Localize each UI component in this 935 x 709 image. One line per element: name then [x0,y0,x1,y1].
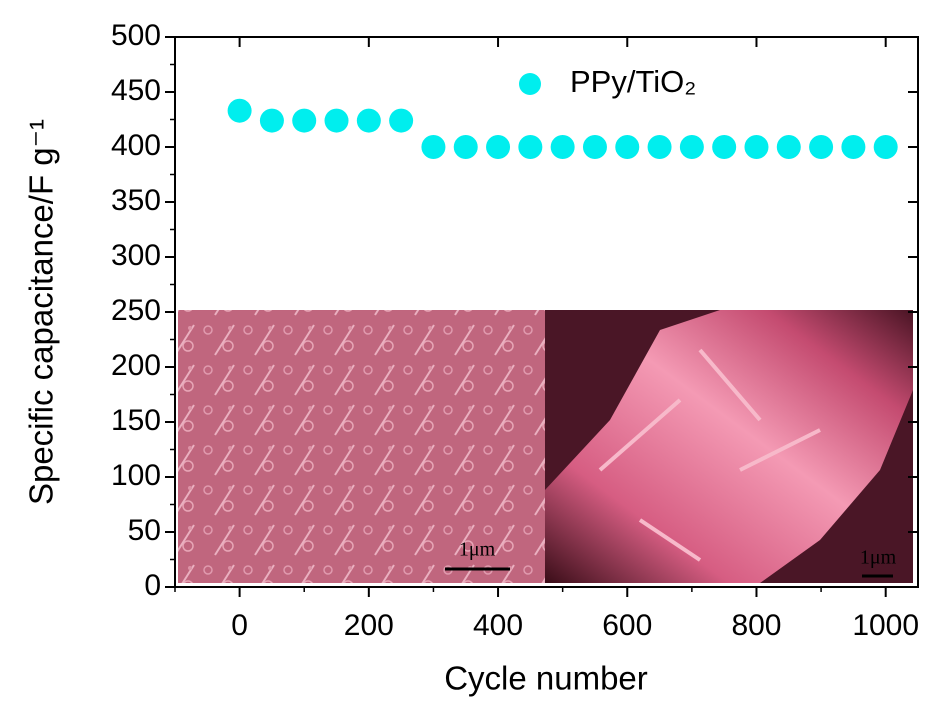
legend-label: PPy/TiO₂ [570,64,696,99]
data-point [841,135,865,159]
data-point [518,135,542,159]
data-point [777,135,801,159]
x-tick-label: 400 [473,609,523,642]
chart: 1μm 1μm Specific capacitance/F g⁻¹ Cycle… [0,0,935,704]
data-point [712,135,736,159]
x-tick-label: 0 [231,609,248,642]
y-tick-label: 500 [111,19,161,52]
data-point [389,109,413,133]
data-point [454,135,478,159]
data-point [648,135,672,159]
y-tick-label: 150 [111,404,161,437]
data-point [421,135,445,159]
data-point [260,109,284,133]
data-point [680,135,704,159]
data-point [486,135,510,159]
data-point [744,135,768,159]
y-tick-label: 200 [111,349,161,382]
data-point [357,109,381,133]
data-point [228,99,252,123]
y-tick-label: 0 [144,569,161,602]
y-tick-label: 450 [111,74,161,107]
y-axis-label: Specific capacitance/F g⁻¹ [23,119,60,505]
data-point [292,109,316,133]
y-tick-label: 300 [111,239,161,272]
y-tick-label: 350 [111,184,161,217]
data-point [809,135,833,159]
data-point [615,135,639,159]
legend-marker [519,73,541,95]
x-tick-label: 1000 [852,609,919,642]
x-tick-label: 600 [602,609,652,642]
data-point [874,135,898,159]
scale-label: 1μm [860,547,897,569]
scale-label: 1μm [459,539,496,561]
y-tick-label: 400 [111,129,161,162]
y-tick-label: 50 [128,514,161,547]
y-tick-label: 250 [111,294,161,327]
x-tick-label: 200 [344,609,394,642]
x-axis-label: Cycle number [444,660,648,697]
inset-right: 1μm [545,310,913,583]
data-point [325,109,349,133]
data-point [551,135,575,159]
y-tick-label: 100 [111,459,161,492]
data-point [583,135,607,159]
x-tick-label: 800 [731,609,781,642]
inset-left: 1μm [178,310,545,583]
